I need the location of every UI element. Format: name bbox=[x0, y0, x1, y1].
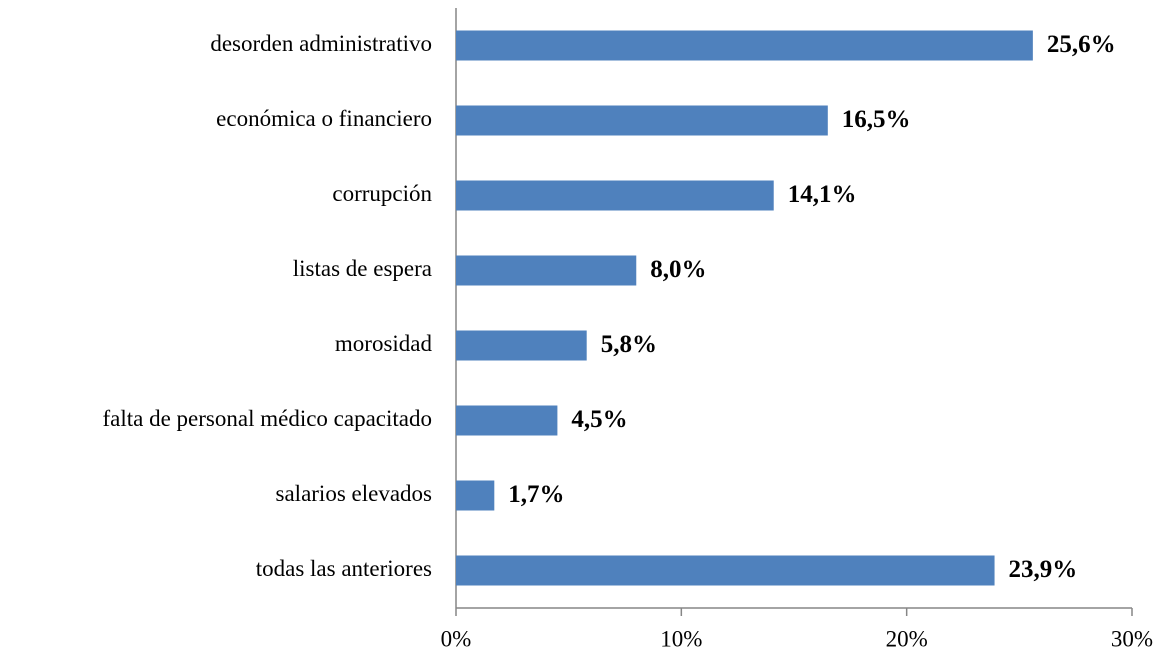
y-tick-label: salarios elevados bbox=[276, 481, 433, 506]
bar bbox=[456, 555, 995, 586]
value-label: 25,6% bbox=[1047, 31, 1116, 58]
value-label: 8,0% bbox=[650, 256, 706, 283]
value-label: 14,1% bbox=[788, 181, 857, 208]
y-tick-label: listas de espera bbox=[293, 256, 432, 281]
x-tick-label: 10% bbox=[660, 626, 702, 651]
x-tick-label: 30% bbox=[1111, 626, 1153, 651]
bar bbox=[456, 180, 774, 211]
y-tick-label: todas las anteriores bbox=[256, 556, 432, 581]
x-tick-label: 20% bbox=[886, 626, 928, 651]
value-label: 16,5% bbox=[842, 106, 911, 133]
y-tick-label: económica o financiero bbox=[216, 106, 432, 131]
bar bbox=[456, 30, 1033, 61]
value-label: 23,9% bbox=[1009, 556, 1078, 583]
x-tick-label: 0% bbox=[441, 626, 472, 651]
bar bbox=[456, 330, 587, 361]
bar bbox=[456, 255, 637, 286]
bar bbox=[456, 480, 495, 511]
bar bbox=[456, 405, 558, 436]
bar bbox=[456, 105, 828, 136]
value-label: 1,7% bbox=[508, 481, 564, 508]
y-tick-label: falta de personal médico capacitado bbox=[102, 406, 432, 431]
value-label: 4,5% bbox=[571, 406, 627, 433]
value-label: 5,8% bbox=[601, 331, 657, 358]
y-tick-label: desorden administrativo bbox=[210, 31, 432, 56]
y-tick-label: corrupción bbox=[332, 181, 432, 206]
y-tick-label: morosidad bbox=[335, 331, 433, 356]
